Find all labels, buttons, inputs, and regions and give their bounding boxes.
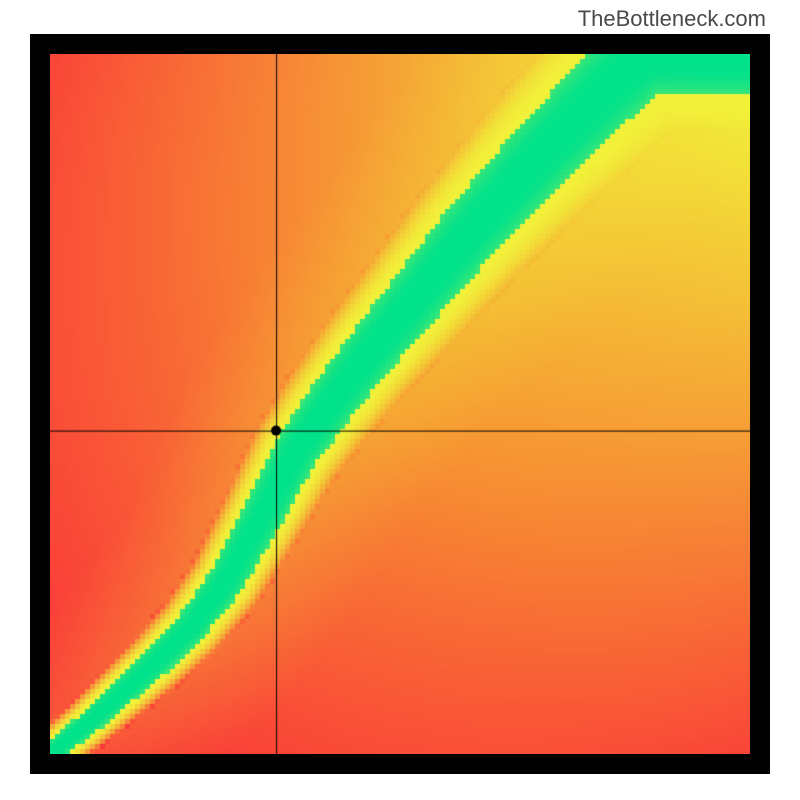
chart-container: TheBottleneck.com [0, 0, 800, 800]
heatmap-canvas [50, 54, 750, 754]
plot-border [30, 34, 770, 774]
watermark-text: TheBottleneck.com [578, 6, 766, 32]
plot-area [50, 54, 750, 754]
